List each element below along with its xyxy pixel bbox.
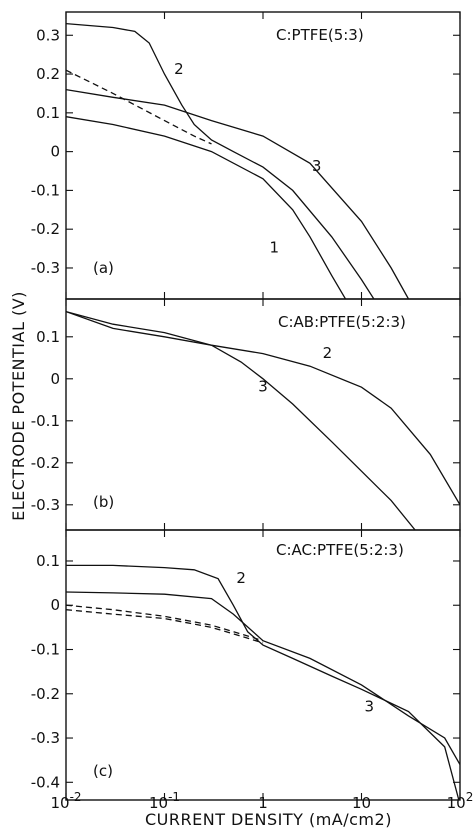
panel-a-curve-label-3: 3 <box>312 157 322 175</box>
panel-a-curve-labels: 1 2 3 <box>174 60 321 256</box>
x-tick-label-exponent: -1 <box>168 790 180 804</box>
panel-a-y-tick-label: 0.2 <box>36 65 60 83</box>
panel-b-frame <box>65 298 461 531</box>
panel-b-curve-label-2: 2 <box>323 344 333 362</box>
panel-a-title: C:PTFE(5:3) <box>276 26 364 44</box>
y-axis-label: ELECTRODE POTENTIAL (V) <box>9 291 28 521</box>
panel-c-curve-dashed <box>66 609 264 644</box>
panel-b-curve-labels: 23 <box>258 344 332 396</box>
panel-b: C:AB:PTFE(5:2:3) (b) 0.10-0.1-0.2-0.3 23 <box>31 298 461 531</box>
panel-a-y-tick-label: 0 <box>50 143 60 161</box>
panel-b-y-tick-label: -0.2 <box>31 454 60 472</box>
panel-b-y-tick-label: 0.1 <box>36 328 60 346</box>
x-tick-label: 10 <box>352 794 371 812</box>
panel-b-curve-2 <box>66 310 460 506</box>
panel-c-frame <box>65 529 461 801</box>
panel-b-curve-label-3: 3 <box>258 377 268 395</box>
panel-a-curve-label-1: 1 <box>269 238 279 256</box>
panel-a-curve-2 <box>66 22 375 299</box>
panel-b-title: C:AB:PTFE(5:2:3) <box>278 313 406 331</box>
panel-c-y-tick-label: -0.1 <box>31 641 60 659</box>
panel-b-y-tick-label: -0.1 <box>31 412 60 430</box>
panel-b-y-tick-label: -0.3 <box>31 496 60 514</box>
panel-a-frame <box>65 11 461 300</box>
panel-a-y-tick-label: 0.3 <box>36 26 60 44</box>
x-tick-label-exponent: -2 <box>70 790 82 804</box>
x-tick-label: 10-1 <box>149 790 180 812</box>
panel-c-y-tick-label: -0.2 <box>31 685 60 703</box>
x-tick-label: 10-2 <box>50 790 81 812</box>
panel-c-curve-label-2: 2 <box>236 569 246 587</box>
panel-c-curves <box>66 564 460 800</box>
panel-b-curves <box>66 310 460 530</box>
panel-b-curve-3 <box>66 310 416 530</box>
x-tick-label: 102 <box>447 790 473 812</box>
panel-a-curve-3 <box>66 88 410 299</box>
panel-a-y-tick-label: -0.3 <box>31 259 60 277</box>
x-tick-label-exponent: 2 <box>466 790 473 804</box>
panel-c-curve-2 <box>66 564 460 800</box>
panel-c-label: (c) <box>93 762 113 780</box>
x-axis-ticks: 10-2 10-1 1 10 102 <box>50 790 473 812</box>
panel-b-y-tick-label: 0 <box>50 370 60 388</box>
panel-a-label: (a) <box>93 259 114 277</box>
panel-c-curve-label-3: 3 <box>365 697 375 715</box>
panel-c-y-tick-label: -0.3 <box>31 729 60 747</box>
panel-b-y-ticks: 0.1 0 -0.1 -0.2 -0.3 <box>31 299 461 530</box>
panel-c-curve-3 <box>66 591 460 765</box>
panel-c-y-tick-label: 0 <box>50 596 60 614</box>
panel-a-y-tick-label: 0.1 <box>36 104 60 122</box>
panel-a-curve-1 <box>66 116 347 299</box>
panel-a-y-tick-label: -0.1 <box>31 181 60 199</box>
panel-c-y-tick-label: 0.1 <box>36 552 60 570</box>
panel-b-label: (b) <box>93 493 114 511</box>
x-tick-label: 1 <box>258 794 268 812</box>
panel-a-y-ticks: 0.3 0.2 0.1 0 -0.1 -0.2 -0.3 <box>31 12 461 299</box>
panel-a-y-tick-label: -0.2 <box>31 220 60 238</box>
panel-c-curve-dashed <box>66 604 264 642</box>
panel-c-curve-labels: 23 <box>236 569 374 715</box>
panel-a-curve-dashed <box>66 69 212 145</box>
x-axis-label: CURRENT DENSITY (mA/cm2) <box>145 810 392 829</box>
panel-a-curves <box>66 22 410 299</box>
panel-c: C:AC:PTFE(5:2:3) (c) 0.1 0 -0.1 -0.2 -0.3 -0.… <box>31 529 461 801</box>
panel-c-y-tick-label: -0.4 <box>31 773 60 791</box>
panel-a-curve-label-2: 2 <box>174 60 184 78</box>
panel-c-title: C:AC:PTFE(5:2:3) <box>276 541 404 559</box>
